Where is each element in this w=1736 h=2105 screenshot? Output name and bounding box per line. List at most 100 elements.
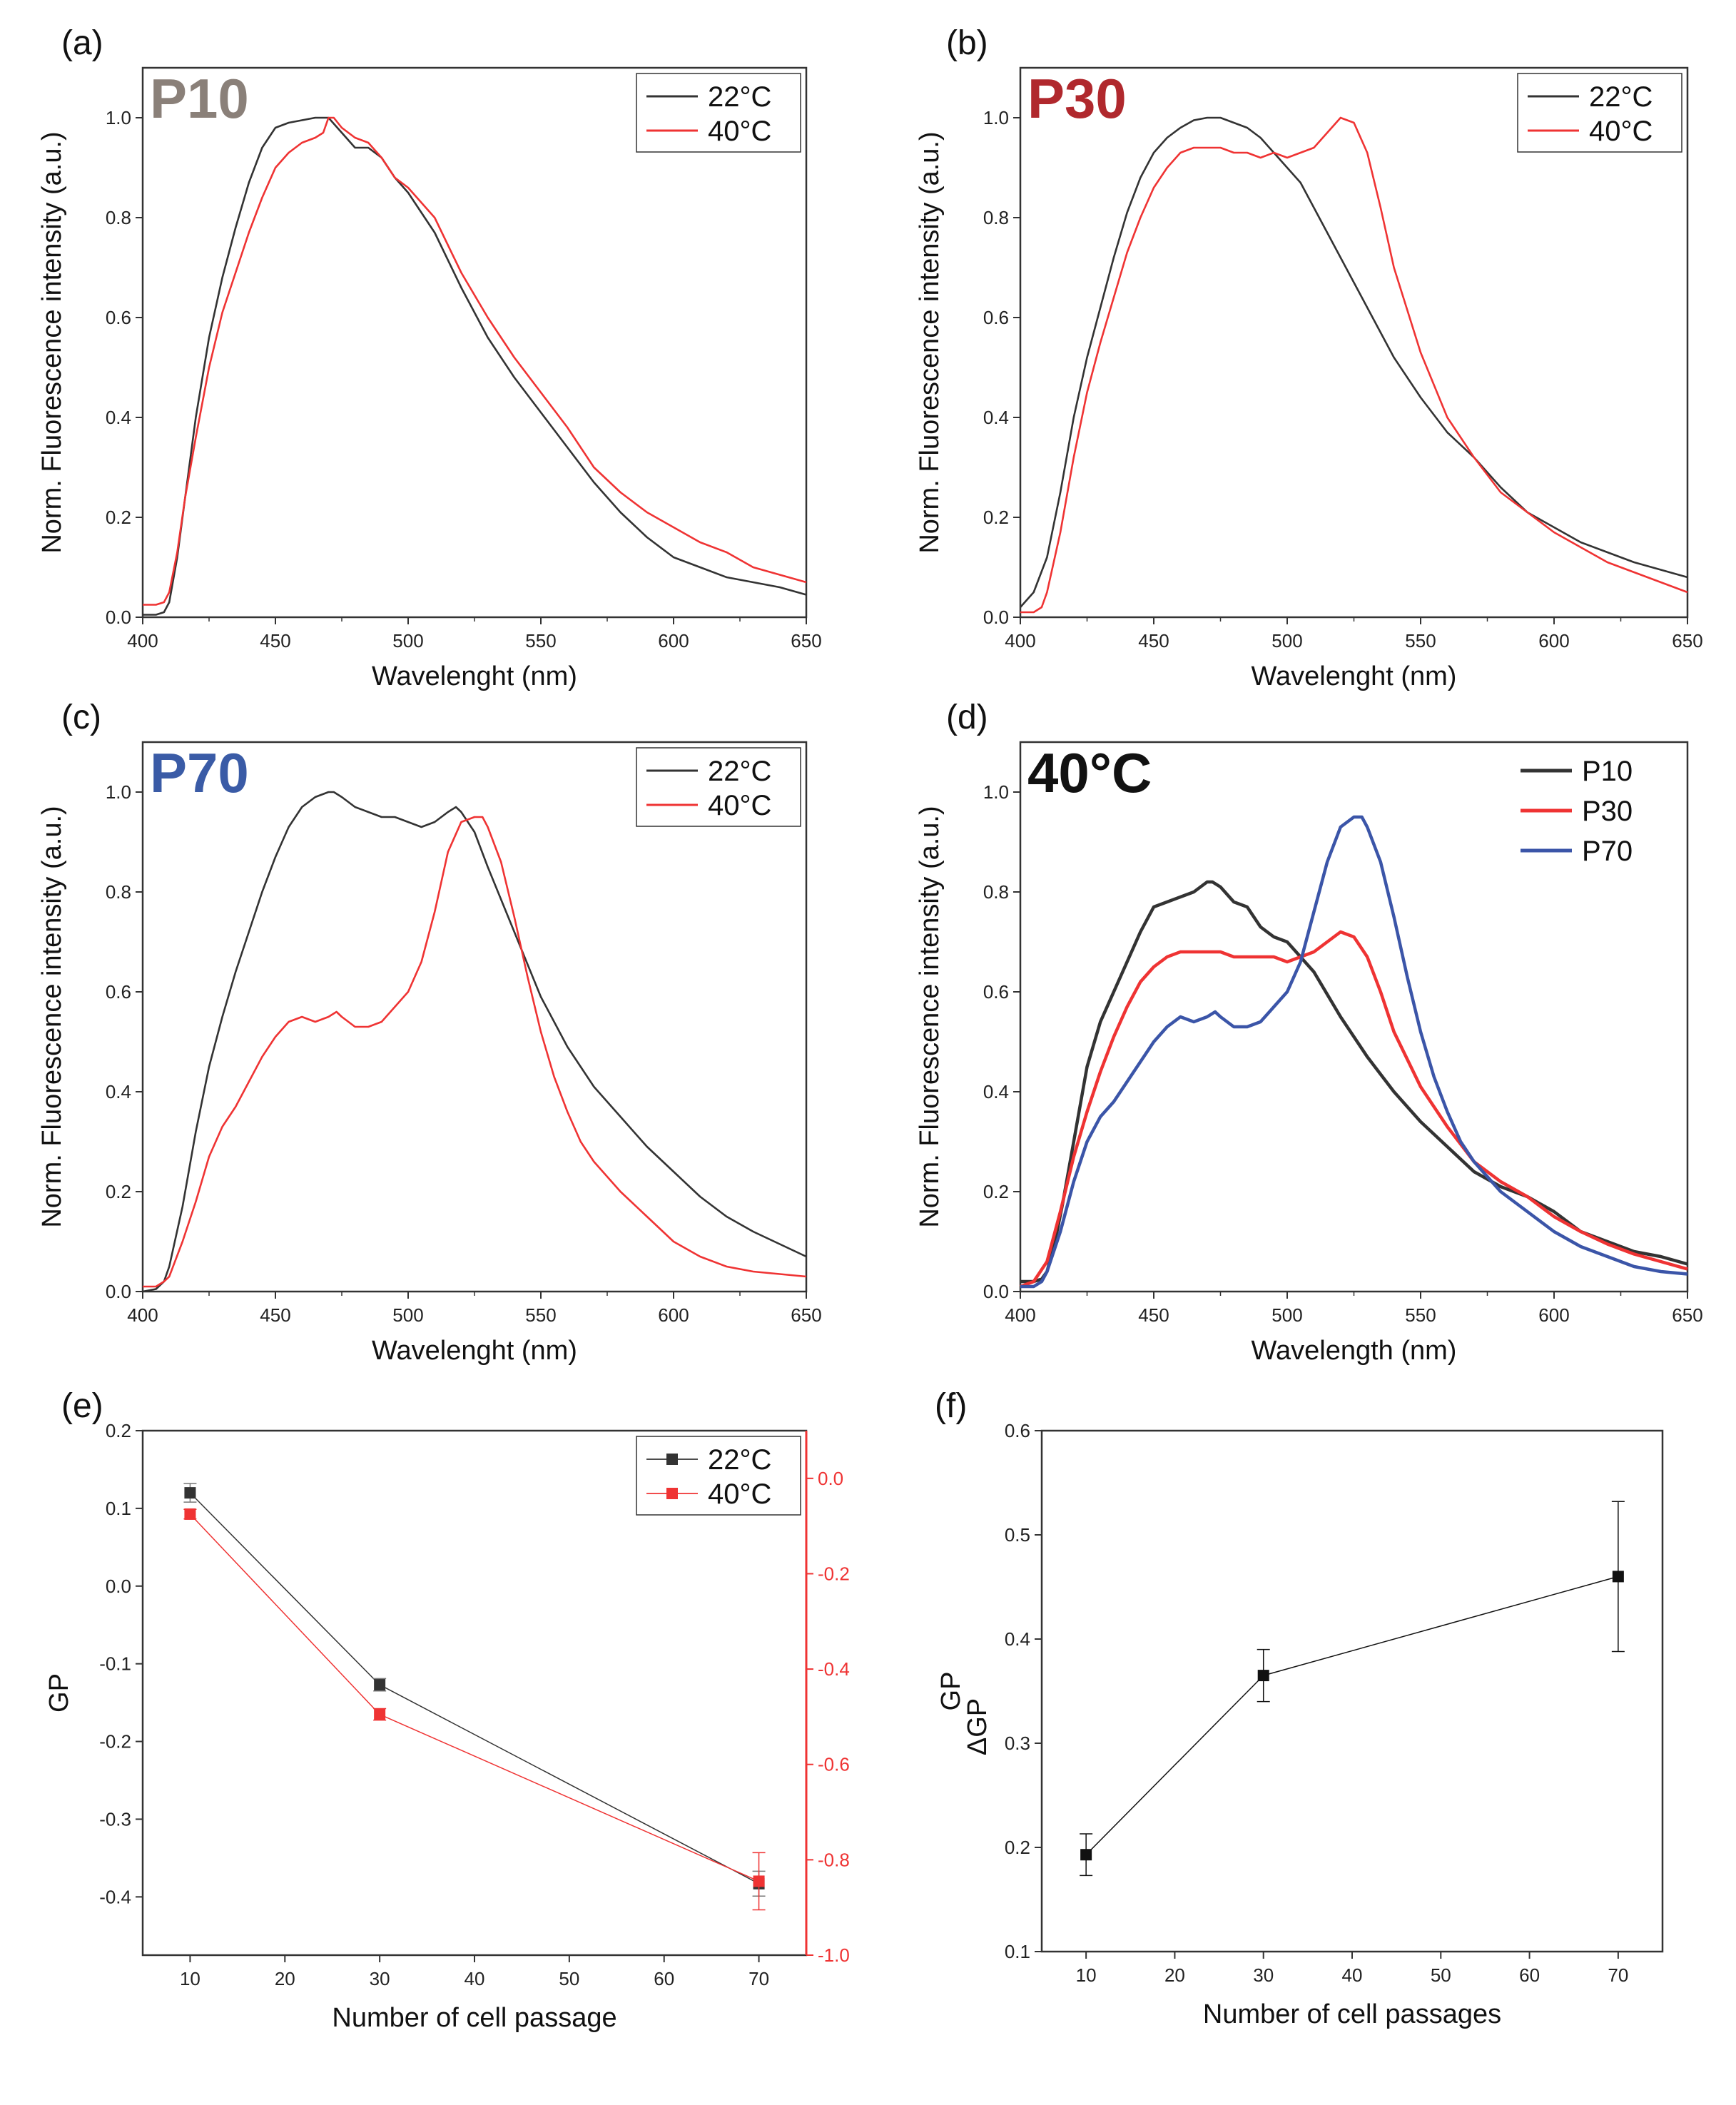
legend-label: P30 [1582, 796, 1633, 827]
y2-tick-label: -0.8 [818, 1849, 850, 1870]
y-axis-title: Norm. Fluorescence intensity (a.u.) [37, 806, 67, 1227]
x-axis-title: Wavelenght (nm) [372, 661, 577, 691]
y-tick-label: 0.0 [106, 1576, 131, 1597]
y-tick-label: 0.2 [983, 1181, 1009, 1202]
y-tick-label: 1.0 [106, 107, 131, 128]
data-point [374, 1679, 386, 1691]
y-tick-label: 0.8 [106, 881, 131, 903]
y-tick-label: 0.4 [983, 1081, 1009, 1102]
y2-tick-label: -0.6 [818, 1754, 850, 1775]
x-tick-label: 650 [1672, 630, 1702, 651]
x-axis-title: Wavelenght (nm) [372, 1336, 577, 1366]
chart-panel-b: (b) 400 450 500 550 600 650 0.0 0.2 0.4 0.6 0.8 1.0 W… [915, 24, 1703, 691]
legend-label: 22°C [708, 81, 771, 113]
x-tick-label: 600 [658, 630, 689, 651]
y-tick-label: 0.1 [106, 1498, 131, 1519]
y-tick-label: 0.8 [983, 881, 1009, 903]
x-tick-label: 10 [1076, 1964, 1097, 1986]
legend-box [636, 747, 801, 827]
legend-box [636, 1436, 801, 1516]
legend-label: 40°C [708, 1478, 771, 1510]
y2-tick-label: -0.2 [818, 1563, 850, 1584]
x-tick-label: 550 [1405, 630, 1436, 651]
series-line-22°C [1020, 116, 1688, 608]
panel-label: (a) [61, 24, 103, 62]
x-tick-label: 450 [260, 630, 290, 651]
x-tick-label: 550 [1405, 1304, 1436, 1326]
legend-marker [666, 1454, 678, 1465]
plot-frame [1040, 1429, 1664, 1953]
y-tick-label: 0.6 [983, 981, 1009, 1003]
x-tick-label: 450 [1138, 630, 1169, 651]
y-axis-title: GP [44, 1673, 74, 1713]
chart-panel-c: (c) 400 450 500 550 600 650 0.0 0.2 0.4 0.6 0.8 1.0 W… [37, 699, 822, 1366]
y-tick-label: 0.0 [983, 1281, 1009, 1302]
y-tick-label: -0.3 [99, 1808, 131, 1830]
legend-label: P70 [1582, 836, 1633, 867]
x-tick-label: 500 [1271, 630, 1302, 651]
series-line-P10 [1020, 880, 1688, 1284]
legend-label: 40°C [1589, 116, 1653, 147]
series-line-40°C [143, 116, 807, 606]
panel-badge: P70 [150, 741, 249, 804]
y-axis-title: Norm. Fluorescence intensity (a.u.) [37, 131, 67, 553]
y-tick-label: 0.2 [106, 1181, 131, 1202]
data-point [184, 1487, 196, 1499]
y-tick-label: 0.6 [106, 307, 131, 328]
panel-badge: 40°C [1027, 741, 1152, 804]
x-axis-title: Wavelenght (nm) [1252, 661, 1457, 691]
chart-panel-f: (f) 10 20 30 40 50 60 70 0.1 0.2 0.3 0.4 0.5 0.6 Numbe… [935, 1387, 1664, 2029]
series-line-P30 [1020, 930, 1688, 1289]
y2-tick-label: -1.0 [818, 1944, 850, 1966]
x-axis-title: Wavelength (nm) [1252, 1336, 1457, 1366]
panel-badge: P30 [1027, 67, 1127, 130]
x-tick-label: 30 [370, 1968, 390, 1989]
data-point [184, 1508, 196, 1520]
legend-label: 40°C [708, 116, 771, 147]
legend-label: 40°C [708, 790, 771, 821]
x-tick-label: 70 [748, 1968, 769, 1989]
x-tick-label: 70 [1608, 1964, 1628, 1986]
y-axis-title-delta: ΔGP [963, 1698, 993, 1755]
x-tick-label: 500 [392, 1304, 423, 1326]
y-tick-label: 1.0 [983, 107, 1009, 128]
series-line-22°C [142, 791, 807, 1293]
legend-label: 22°C [1589, 81, 1653, 113]
y-axis-title: Norm. Fluorescence intensity (a.u.) [915, 806, 945, 1227]
data-point [1080, 1849, 1092, 1861]
x-tick-label: 20 [1164, 1964, 1185, 1986]
y-tick-label: 0.3 [1005, 1733, 1030, 1754]
legend-label: 22°C [708, 1444, 771, 1476]
y-axis-title: GP [936, 1672, 966, 1711]
x-tick-label: 600 [1538, 630, 1569, 651]
y-tick-label: -0.4 [99, 1886, 131, 1907]
x-tick-label: 450 [260, 1304, 290, 1326]
y-tick-label: 0.6 [1005, 1420, 1030, 1441]
series-line-22°C [143, 116, 807, 616]
data-point [753, 1875, 765, 1887]
legend-marker [666, 1488, 678, 1499]
series-line-P70 [1020, 815, 1688, 1289]
x-tick-label: 650 [1672, 1304, 1702, 1326]
legend-label: P10 [1582, 756, 1633, 787]
series-line-22°C [189, 1492, 759, 1885]
panel-label: (d) [946, 699, 988, 736]
y-tick-label: 0.0 [983, 607, 1009, 628]
x-tick-label: 30 [1253, 1964, 1274, 1986]
x-tick-label: 20 [275, 1968, 295, 1989]
x-tick-label: 550 [525, 630, 556, 651]
y-tick-label: 0.5 [1005, 1524, 1030, 1546]
y-tick-label: 0.2 [106, 1420, 131, 1441]
y-tick-label: 1.0 [983, 781, 1009, 803]
y-tick-label: 0.4 [106, 1081, 131, 1102]
legend-box [1517, 73, 1682, 153]
y-tick-label: 0.4 [106, 407, 131, 428]
x-tick-label: 400 [127, 630, 158, 651]
panel-label: (e) [61, 1387, 103, 1425]
x-tick-label: 40 [465, 1968, 485, 1989]
y-tick-label: 0.1 [1005, 1941, 1030, 1962]
x-tick-label: 10 [180, 1968, 200, 1989]
legend-box [636, 73, 801, 153]
chart-panel-e: (e) 10 20 30 40 50 60 70 -0.4 -0.3 -0.2 -0.1 0.0 0.1 0… [44, 1387, 850, 2033]
chart-panel-d: (d) 400 450 500 550 600 650 0.0 0.2 0.4 0.6 0.8 1.0 W… [915, 699, 1703, 1366]
